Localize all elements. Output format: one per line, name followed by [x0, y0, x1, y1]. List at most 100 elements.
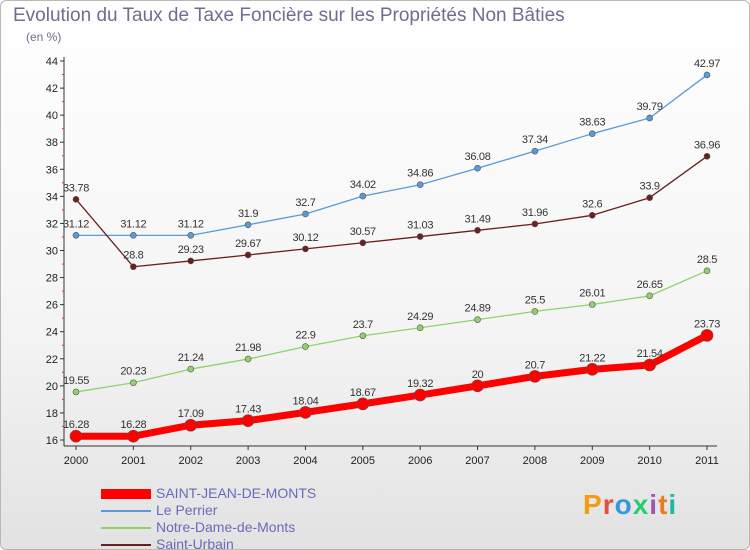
- legend-label: Saint-Urbain: [156, 536, 234, 550]
- point-le-perrier: [703, 71, 711, 79]
- data-label-le-perrier: 31.12: [63, 218, 89, 230]
- legend-swatch: [101, 544, 151, 546]
- x-tick-label: 2010: [637, 455, 661, 467]
- data-label-le-perrier: 37.34: [522, 134, 548, 146]
- data-label-notre-dame-de-monts: 28.5: [697, 254, 717, 266]
- series-line-le-perrier: [76, 74, 708, 236]
- point-saint-urbain: [588, 212, 596, 219]
- data-label-saint-jean-de-monts: 20.7: [525, 359, 545, 371]
- point-le-perrier: [130, 232, 137, 239]
- y-tick-label: 32: [46, 218, 58, 230]
- series-line-saint-jean-de-monts: [76, 332, 709, 440]
- x-tick-label: 2006: [408, 455, 432, 467]
- data-label-saint-jean-de-monts: 19.32: [407, 378, 433, 390]
- point-saint-urbain: [474, 227, 481, 234]
- point-saint-jean-de-monts: [471, 379, 484, 393]
- point-saint-jean-de-monts: [413, 388, 427, 402]
- legend-swatch: [101, 489, 151, 499]
- point-notre-dame-de-monts: [302, 343, 309, 350]
- point-notre-dame-de-monts: [588, 301, 596, 308]
- data-label-le-perrier: 39.79: [637, 101, 663, 113]
- point-notre-dame-de-monts: [359, 332, 367, 340]
- y-tick-label: 28: [46, 273, 58, 285]
- data-label-saint-urbain: 29.23: [178, 244, 204, 256]
- data-label-le-perrier: 31.9: [238, 208, 258, 220]
- legend-swatch: [101, 527, 151, 529]
- point-saint-jean-de-monts: [528, 370, 542, 383]
- y-tick-label: 38: [46, 137, 58, 149]
- y-tick-label: 22: [46, 354, 58, 366]
- point-le-perrier: [416, 181, 424, 189]
- point-le-perrier: [244, 221, 252, 229]
- point-notre-dame-de-monts: [416, 324, 424, 332]
- data-label-saint-jean-de-monts: 21.22: [579, 352, 605, 364]
- point-saint-urbain: [72, 196, 80, 203]
- point-saint-urbain: [646, 194, 653, 202]
- data-label-saint-jean-de-monts: 18.04: [292, 395, 318, 407]
- point-saint-jean-de-monts: [585, 363, 599, 376]
- data-label-saint-urbain: 36.96: [694, 139, 720, 151]
- point-saint-jean-de-monts: [184, 418, 198, 432]
- data-label-notre-dame-de-monts: 20.23: [120, 366, 146, 378]
- data-label-le-perrier: 31.12: [178, 218, 204, 230]
- x-tick-label: 2011: [695, 455, 719, 467]
- point-le-perrier: [646, 114, 653, 122]
- point-saint-jean-de-monts: [127, 429, 140, 443]
- data-label-saint-urbain: 30.57: [350, 226, 376, 238]
- y-tick-label: 30: [46, 246, 58, 258]
- data-label-notre-dame-de-monts: 22.9: [295, 330, 315, 342]
- data-label-saint-jean-de-monts: 16.28: [63, 419, 89, 431]
- point-notre-dame-de-monts: [72, 388, 80, 396]
- data-label-notre-dame-de-monts: 25.5: [525, 294, 545, 306]
- legend-label: SAINT-JEAN-DE-MONTS: [156, 485, 317, 501]
- data-label-le-perrier: 42.97: [694, 58, 720, 70]
- point-saint-urbain: [359, 239, 367, 247]
- y-tick-label: 44: [46, 56, 58, 68]
- point-saint-urbain: [531, 220, 539, 228]
- point-notre-dame-de-monts: [474, 316, 481, 323]
- x-tick-label: 2004: [293, 455, 317, 467]
- data-label-saint-jean-de-monts: 20: [472, 369, 484, 381]
- data-label-saint-urbain: 29.67: [235, 238, 261, 250]
- point-notre-dame-de-monts: [646, 292, 653, 300]
- point-saint-jean-de-monts: [241, 414, 255, 427]
- data-label-saint-urbain: 31.03: [407, 220, 433, 232]
- brand-logo: Proxiti: [583, 489, 678, 520]
- point-notre-dame-de-monts: [130, 379, 137, 387]
- x-tick-label: 2001: [121, 455, 145, 467]
- point-le-perrier: [187, 232, 195, 239]
- y-tick-label: 36: [46, 164, 58, 176]
- point-saint-urbain: [130, 263, 137, 271]
- point-saint-urbain: [703, 152, 711, 160]
- x-tick-label: 2000: [64, 455, 88, 467]
- point-notre-dame-de-monts: [244, 355, 252, 363]
- data-label-saint-urbain: 33.78: [63, 182, 89, 194]
- x-tick-label: 2007: [465, 455, 489, 467]
- y-tick-label: 26: [46, 300, 58, 312]
- data-label-saint-urbain: 33.9: [640, 181, 660, 193]
- point-saint-jean-de-monts: [69, 429, 83, 443]
- point-le-perrier: [531, 147, 539, 155]
- y-tick-label: 24: [46, 327, 58, 339]
- data-label-saint-urbain: 32.6: [582, 198, 602, 210]
- point-saint-urbain: [244, 251, 252, 259]
- data-label-notre-dame-de-monts: 24.29: [407, 311, 433, 323]
- point-le-perrier: [72, 232, 80, 239]
- y-tick-label: 18: [46, 408, 58, 420]
- data-label-saint-jean-de-monts: 21.54: [637, 348, 663, 360]
- data-label-saint-jean-de-monts: 16.28: [120, 419, 146, 431]
- x-tick-label: 2003: [236, 455, 260, 467]
- y-tick-label: 20: [46, 381, 58, 393]
- chart-title: Evolution du Taux de Taxe Foncière sur l…: [13, 5, 565, 26]
- data-label-le-perrier: 34.86: [407, 168, 433, 180]
- data-label-saint-urbain: 31.49: [465, 213, 491, 225]
- point-le-perrier: [302, 210, 309, 218]
- point-notre-dame-de-monts: [187, 365, 195, 373]
- point-le-perrier: [474, 164, 481, 172]
- point-saint-jean-de-monts: [643, 358, 656, 372]
- data-label-notre-dame-de-monts: 21.98: [235, 342, 261, 354]
- data-label-saint-jean-de-monts: 18.67: [350, 387, 376, 399]
- point-le-perrier: [588, 130, 596, 137]
